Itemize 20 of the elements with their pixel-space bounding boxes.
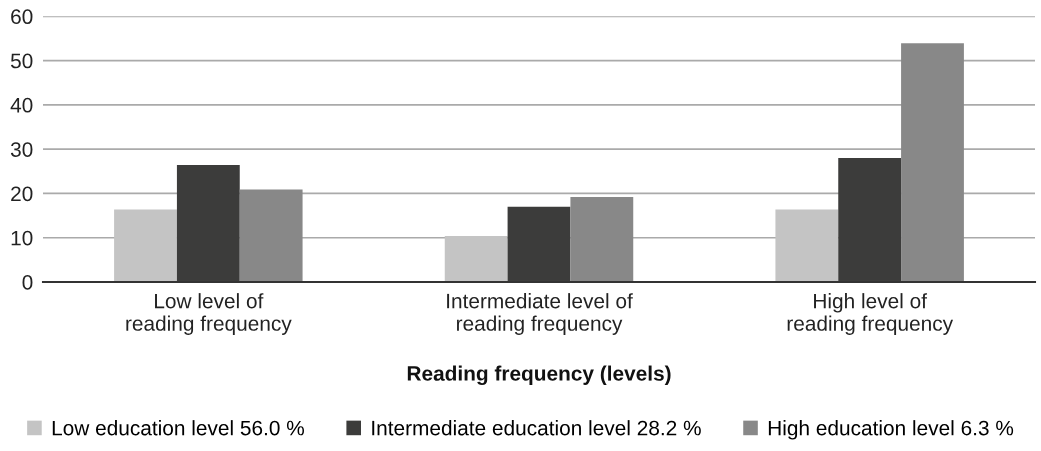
x-tick-label: Low level of reading frequency	[126, 293, 292, 335]
y-tick-label: 30	[10, 142, 33, 157]
legend-label: High education level 6.3 %	[768, 420, 1014, 440]
bar	[570, 196, 634, 282]
x-tick-label: High level of reading frequency	[787, 293, 954, 335]
y-tick-label: 50	[10, 53, 33, 69]
bar	[775, 209, 839, 282]
legend-label: Intermediate education level 28.2 %	[372, 420, 701, 436]
y-tick-label: 10	[11, 230, 33, 246]
x-tick-label: Intermediate level of reading frequency	[447, 293, 633, 335]
y-tick-label: 40	[10, 97, 33, 113]
bar	[444, 235, 508, 282]
legend-label: Low education level 56.0 %	[52, 420, 304, 436]
y-tick-label: 0	[22, 275, 33, 290]
bar	[239, 189, 303, 282]
x-axis-title: Reading frequency (levels)	[407, 365, 671, 386]
y-tick-label: 20	[11, 186, 33, 202]
bar	[114, 209, 177, 282]
y-tick-label: 60	[11, 9, 33, 25]
bar	[901, 43, 964, 282]
